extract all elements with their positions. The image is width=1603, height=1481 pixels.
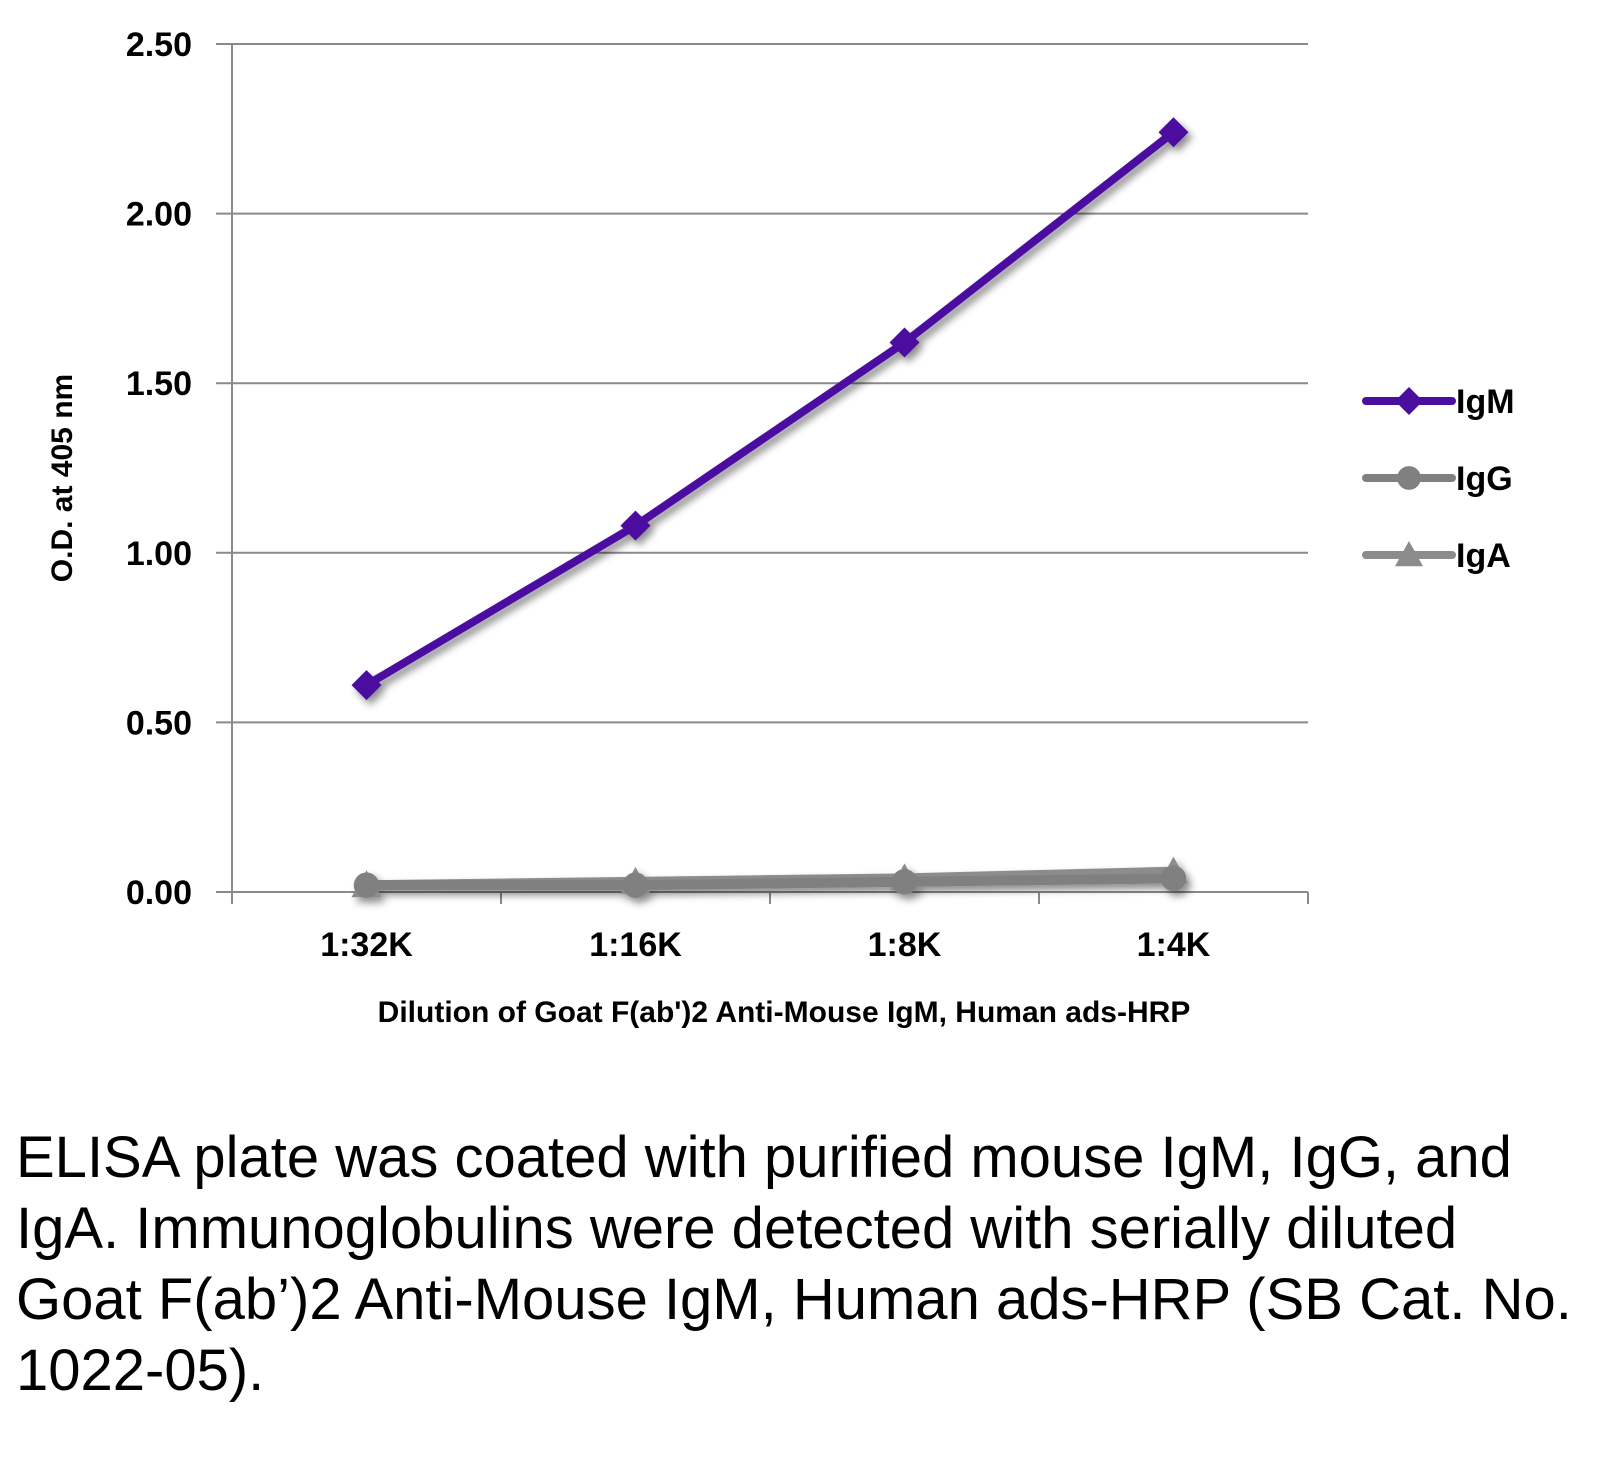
y-tick-label: 1.00 [126,535,192,573]
data-point-igg [622,872,649,898]
series-line-igm [362,128,1178,690]
legend-label: IgG [1456,460,1513,498]
x-tick-label: 1:4K [1137,926,1211,964]
x-tick-label: 1:16K [589,926,682,964]
data-point-igm [620,510,651,541]
legend-item-igm: IgM [1362,383,1515,421]
y-tick-labels: 0.00 0.50 1.00 1.50 2.00 2.50 [126,26,192,912]
legend-item-iga: IgA [1362,537,1511,575]
legend: IgM IgG IgA [1362,383,1515,575]
legend-marker-circle [1397,466,1421,490]
axes [231,44,1309,904]
data-point-igm [889,327,920,358]
series-igg [353,865,1187,898]
y-tick-label: 2.00 [126,196,192,234]
data-point-igg [891,869,918,895]
gridlines [216,43,1308,893]
data-point-igg [1160,865,1187,892]
x-axis-title: Dilution of Goat F(ab')2 Anti-Mouse IgM,… [378,996,1191,1029]
legend-item-igg: IgG [1362,460,1513,498]
x-tick-label: 1:32K [320,926,413,964]
legend-label: IgA [1456,537,1511,575]
series-lines [351,117,1189,898]
y-tick-label: 0.50 [126,704,192,742]
figure-caption: ELISA plate was coated with purified mou… [16,1125,1572,1403]
legend-marker-diamond [1395,387,1423,415]
y-tick-label: 1.50 [126,365,192,403]
series-igm [351,117,1189,701]
line-chart: 0.000.501.001.502.002.50 1:32K 1:16K 1:8K 1… [46,26,1515,1029]
legend-marker-triangle [1395,541,1423,567]
y-axis-title: O.D. at 405 nm [46,374,79,582]
series-line-igg [361,873,1179,891]
y-tick-label: 0.00 [126,874,192,912]
data-point-igg [353,872,380,898]
x-tick-labels: 1:32K 1:16K 1:8K 1:4K [320,926,1211,964]
x-tick-label: 1:8K [868,926,942,964]
legend-label: IgM [1456,383,1515,421]
data-point-igm [1158,117,1189,148]
y-tick-label: 2.50 [126,26,192,64]
data-point-igm [351,670,382,701]
